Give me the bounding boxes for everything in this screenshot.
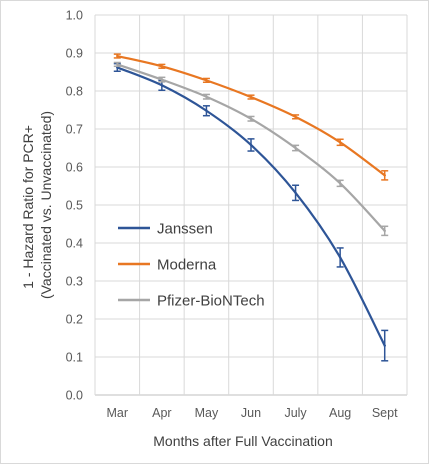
error-bar: [158, 63, 166, 69]
error-bar: [292, 114, 300, 120]
error-bar: [381, 170, 389, 181]
error-bar: [202, 93, 210, 100]
y-tick-label: 0.1: [66, 351, 83, 365]
y-tick-label: 0.8: [66, 85, 83, 99]
x-tick-labels: Mar Apr May Jun July Aug Sept: [107, 406, 399, 420]
series-janssen: [113, 62, 389, 362]
x-tick-label: Sept: [372, 406, 398, 420]
error-bar: [336, 138, 344, 147]
data-point: [205, 95, 208, 98]
series-moderna: [113, 53, 389, 181]
x-tick-label: May: [195, 406, 219, 420]
data-point: [383, 229, 386, 233]
y-axis-label-line-2: (Vaccinated vs. Unvaccinated): [38, 111, 54, 299]
error-bar: [381, 225, 389, 237]
data-point: [294, 115, 297, 119]
x-tick-label: Jun: [241, 406, 261, 420]
series-group: [113, 53, 389, 362]
data-point: [338, 182, 342, 185]
legend: Janssen Moderna Pfizer-BioNTech: [118, 221, 265, 310]
data-point: [205, 79, 208, 82]
legend-label: Janssen: [157, 221, 213, 238]
data-point: [383, 344, 386, 347]
data-point: [338, 256, 342, 259]
data-point: [205, 109, 208, 112]
x-axis-label: Months after Full Vaccination: [153, 433, 333, 449]
legend-item-janssen: Janssen: [118, 221, 213, 238]
y-tick-label: 0.7: [66, 123, 83, 137]
y-tick-label: 0.4: [66, 237, 83, 251]
error-bar: [292, 144, 300, 152]
error-bar: [247, 138, 255, 152]
y-axis-label-line-1: 1 - Hazard Ratio for PCR+: [20, 125, 36, 289]
error-bar: [247, 115, 255, 122]
error-bar: [113, 53, 121, 59]
y-tick-label: 0.9: [66, 47, 83, 61]
error-bar: [202, 77, 210, 84]
error-bar: [292, 184, 300, 202]
data-point: [294, 146, 297, 150]
data-point: [294, 191, 297, 195]
data-point: [160, 84, 164, 87]
legend-item-moderna: Moderna: [118, 257, 217, 274]
error-bar: [381, 329, 389, 362]
data-point: [249, 95, 253, 99]
data-point: [249, 117, 253, 120]
error-bar: [336, 179, 344, 188]
legend-label: Pfizer-BioNTech: [157, 293, 265, 310]
data-point: [116, 63, 119, 66]
data-point: [116, 54, 119, 58]
data-point: [249, 143, 253, 147]
data-point: [383, 174, 386, 177]
error-bar: [158, 76, 166, 83]
error-bar: [113, 61, 121, 68]
error-bar: [202, 105, 210, 117]
legend-label: Moderna: [157, 257, 217, 274]
y-tick-label: 0.0: [66, 389, 83, 403]
x-tick-label: Apr: [152, 406, 171, 420]
x-tick-label: Mar: [107, 406, 129, 420]
y-tick-labels: 0.0 0.1 0.2 0.3 0.4 0.5 0.6 0.7 0.8 0.9 1.0: [66, 9, 83, 403]
y-tick-label: 0.5: [66, 199, 83, 213]
series-pfizer-biontech: [113, 61, 389, 237]
x-tick-label: July: [284, 406, 307, 420]
y-axis-label: 1 - Hazard Ratio for PCR+ (Vaccinated vs…: [20, 111, 54, 299]
error-bar: [336, 247, 344, 268]
series-line-moderna: [116, 54, 386, 177]
data-point: [160, 78, 164, 81]
legend-item-pfizer-biontech: Pfizer-BioNTech: [118, 293, 265, 310]
data-point: [160, 65, 164, 68]
x-tick-label: Aug: [329, 406, 351, 420]
y-tick-label: 0.3: [66, 275, 83, 289]
error-bar: [247, 94, 255, 100]
y-tick-label: 1.0: [66, 9, 83, 23]
data-point: [338, 141, 342, 144]
y-tick-label: 0.2: [66, 313, 83, 327]
y-tick-label: 0.6: [66, 161, 83, 175]
